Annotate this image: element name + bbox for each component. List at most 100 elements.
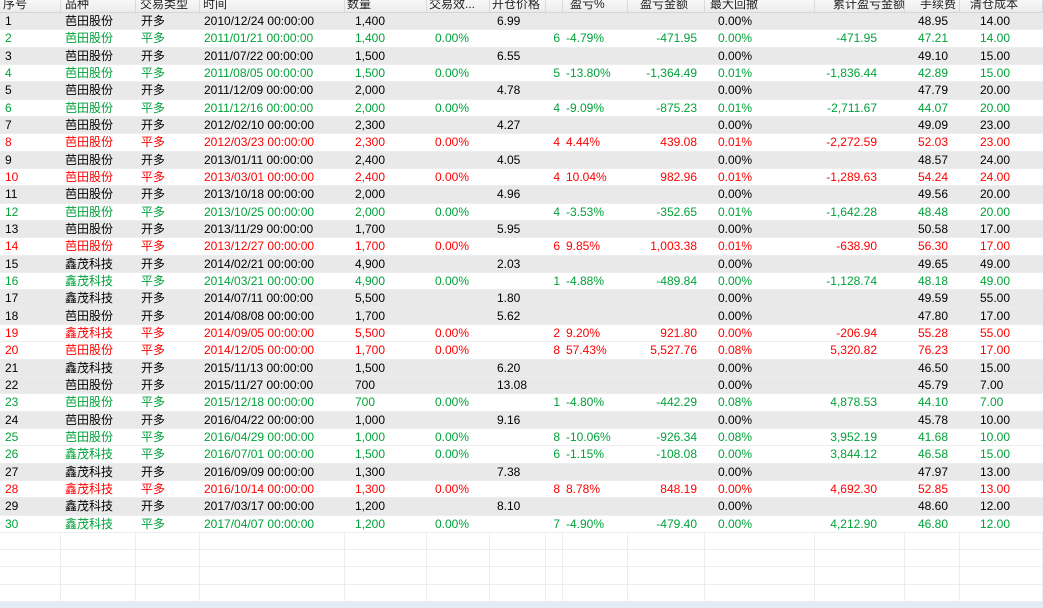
table-row[interactable]: 3 芭田股份 开多 2011/07/22 00:00:00 1,500 6.55 0.00%… (0, 47, 1043, 65)
cell-symbol: 芭田股份 (65, 343, 114, 358)
table-row[interactable]: 7 芭田股份 开多 2012/02/10 00:00:00 2,300 4.27 0.00%… (0, 116, 1043, 135)
cell-type: 平多 (141, 447, 166, 462)
empty-cell (705, 584, 815, 602)
cell-eff: 0.00% (435, 65, 470, 80)
cell-type: 开多 (141, 187, 166, 202)
cell-clear_cost: 20.00 (980, 204, 1011, 219)
table-row[interactable]: 12 芭田股份 平多 2013/10/25 00:00:00 2,000 0.00% 4 -3… (0, 203, 1043, 221)
cell-hold (546, 360, 563, 376)
cell-no: 16 (5, 273, 19, 288)
cell-open_price (490, 169, 546, 185)
cell-qty: 2,000 (355, 100, 386, 115)
cell-clear_cost: 13.00 (980, 481, 1011, 496)
table-row[interactable]: 4 芭田股份 平多 2011/08/05 00:00:00 1,500 0.00% 5 -13… (0, 64, 1043, 83)
empty-cell (490, 584, 546, 602)
cell-eff (427, 498, 490, 514)
table-row[interactable]: 15 鑫茂科技 开多 2014/02/21 00:00:00 4,900 2.03 0.00… (0, 255, 1043, 273)
column-header-no[interactable]: 序号 (0, 0, 61, 12)
column-header-fee[interactable]: 手续费 (905, 0, 960, 12)
table-row[interactable]: 14 芭田股份 平多 2013/12/27 00:00:00 1,700 0.00% 6 9.… (0, 238, 1043, 256)
cell-pl_amt: -875.23 (656, 100, 697, 115)
table-row[interactable]: 30 鑫茂科技 平多 2017/04/07 00:00:00 1,200 0.00% 7 -4… (0, 515, 1043, 533)
cell-pl_amt: -489.84 (656, 273, 697, 288)
cell-symbol: 芭田股份 (65, 308, 114, 323)
table-row[interactable]: 8 芭田股份 平多 2012/03/23 00:00:00 2,300 0.00% 4 4.4… (0, 134, 1043, 152)
cell-no: 15 (5, 256, 19, 271)
table-row[interactable]: 21 鑫茂科技 开多 2015/11/13 00:00:00 1,500 6.20 0.00… (0, 359, 1043, 377)
column-header-eff[interactable]: 交易效... (427, 0, 490, 12)
column-header-pl_amt[interactable]: 盈亏金额 (628, 0, 705, 12)
column-header-hold[interactable] (546, 0, 563, 12)
table-row[interactable]: 11 芭田股份 开多 2013/10/18 00:00:00 2,000 4.96 0.00… (0, 186, 1043, 204)
cell-pl_amt: 439.08 (660, 135, 697, 150)
cell-cum_pl: -1,128.74 (826, 273, 877, 288)
table-row[interactable]: 22 芭田股份 开多 2015/11/27 00:00:00 700 13.08 0.00%… (0, 376, 1043, 395)
column-header-open_price[interactable]: 开仓价格 (490, 0, 546, 12)
cell-fee: 55.28 (918, 325, 949, 340)
cell-pl_pct: -1.15% (566, 447, 605, 462)
cell-drawdown: 0.01% (718, 204, 753, 219)
table-row[interactable]: 23 芭田股份 平多 2015/12/18 00:00:00 700 0.00% 1 -4.8… (0, 394, 1043, 412)
table-row[interactable]: 29 鑫茂科技 开多 2017/03/17 00:00:00 1,200 8.10 0.00… (0, 498, 1043, 516)
cell-hold (546, 498, 563, 514)
empty-cell (136, 550, 200, 568)
cell-eff: 0.00% (435, 204, 470, 219)
cell-hold (546, 308, 563, 324)
column-header-drawdown[interactable]: 最大回撤 (705, 0, 815, 12)
empty-cell (136, 584, 200, 602)
cell-cum_pl (815, 13, 905, 29)
column-header-cum_pl[interactable]: 累计盈亏金额 (815, 0, 905, 12)
cell-clear_cost: 15.00 (980, 447, 1011, 462)
cell-time: 2013/10/18 00:00:00 (204, 187, 315, 202)
cell-symbol: 鑫茂科技 (65, 291, 114, 306)
cell-qty: 2,000 (355, 187, 386, 202)
empty-cell (628, 584, 705, 602)
column-header-qty[interactable]: 数量 (345, 0, 427, 12)
horizontal-scrollbar[interactable] (0, 602, 1043, 608)
table-row[interactable]: 20 芭田股份 平多 2014/12/05 00:00:00 1,700 0.00% 8 57… (0, 342, 1043, 360)
cell-clear_cost: 23.00 (980, 117, 1011, 132)
table-row[interactable]: 25 芭田股份 平多 2016/04/29 00:00:00 1,000 0.00% 8 -1… (0, 428, 1043, 447)
table-row[interactable]: 9 芭田股份 开多 2013/01/11 00:00:00 2,400 4.05 0.00%… (0, 151, 1043, 169)
table-row[interactable]: 26 鑫茂科技 平多 2016/07/01 00:00:00 1,500 0.00% 6 -1… (0, 446, 1043, 464)
cell-clear_cost: 17.00 (980, 221, 1011, 236)
column-header-clear_cost[interactable]: 清仓成本 (960, 0, 1043, 12)
table-row[interactable]: 19 鑫茂科技 平多 2014/09/05 00:00:00 5,500 0.00% 2 9.… (0, 324, 1043, 343)
table-row[interactable]: 28 鑫茂科技 平多 2016/10/14 00:00:00 1,300 0.00% 8 8.… (0, 480, 1043, 499)
table-row[interactable]: 18 芭田股份 开多 2014/08/08 00:00:00 1,700 5.62 0.00… (0, 307, 1043, 325)
table-row[interactable]: 10 芭田股份 平多 2013/03/01 00:00:00 2,400 0.00% 4 10… (0, 168, 1043, 187)
cell-type: 开多 (141, 377, 166, 392)
cell-symbol: 鑫茂科技 (65, 464, 114, 479)
cell-symbol: 芭田股份 (65, 169, 114, 184)
column-header-type[interactable]: 交易类型 (136, 0, 200, 12)
table-row[interactable]: 13 芭田股份 开多 2013/11/29 00:00:00 1,700 5.95 0.00… (0, 220, 1043, 239)
cell-time: 2015/11/13 00:00:00 (204, 360, 314, 375)
empty-cell (905, 550, 960, 568)
cell-cum_pl: 4,212.90 (830, 516, 877, 531)
column-header-time[interactable]: 时间 (200, 0, 345, 12)
cell-open_price: 13.08 (497, 377, 528, 392)
cell-clear_cost: 10.00 (980, 412, 1011, 427)
table-row[interactable]: 16 鑫茂科技 平多 2014/03/21 00:00:00 4,900 0.00% 1 -4… (0, 272, 1043, 291)
cell-open_price: 6.20 (497, 360, 521, 375)
cell-pl_pct: 9.85% (566, 239, 601, 254)
cell-pl_amt: -926.34 (656, 429, 697, 444)
column-header-pl_pct[interactable]: 盈亏% (563, 0, 628, 12)
cell-open_price (490, 342, 546, 358)
cell-qty: 2,300 (355, 135, 386, 150)
cell-eff: 0.00% (435, 447, 470, 462)
column-header-symbol[interactable]: 品种 (61, 0, 136, 12)
table-row[interactable]: 2 芭田股份 平多 2011/01/21 00:00:00 1,400 0.00% 6 -4.… (0, 30, 1043, 48)
table-row[interactable]: 17 鑫茂科技 开多 2014/07/11 00:00:00 5,500 1.80 0.00… (0, 290, 1043, 308)
cell-cum_pl: 3,952.19 (830, 429, 877, 444)
table-row[interactable]: 6 芭田股份 平多 2011/12/16 00:00:00 2,000 0.00% 4 -9.… (0, 99, 1043, 117)
table-row[interactable]: 24 芭田股份 开多 2016/04/22 00:00:00 1,000 9.16 0.00… (0, 411, 1043, 429)
column-header-label: 交易效... (429, 0, 476, 11)
cell-symbol: 芭田股份 (65, 187, 114, 202)
table-row[interactable]: 1 芭田股份 开多 2010/12/24 00:00:00 1,400 6.99 0.00%… (0, 13, 1043, 31)
empty-cell (0, 584, 61, 602)
column-header-label: 序号 (3, 0, 28, 11)
table-row[interactable]: 27 鑫茂科技 开多 2016/09/09 00:00:00 1,300 7.38 0.00… (0, 463, 1043, 481)
cell-fee: 42.89 (918, 65, 949, 80)
table-row[interactable]: 5 芭田股份 开多 2011/12/09 00:00:00 2,000 4.78 0.00%… (0, 82, 1043, 100)
